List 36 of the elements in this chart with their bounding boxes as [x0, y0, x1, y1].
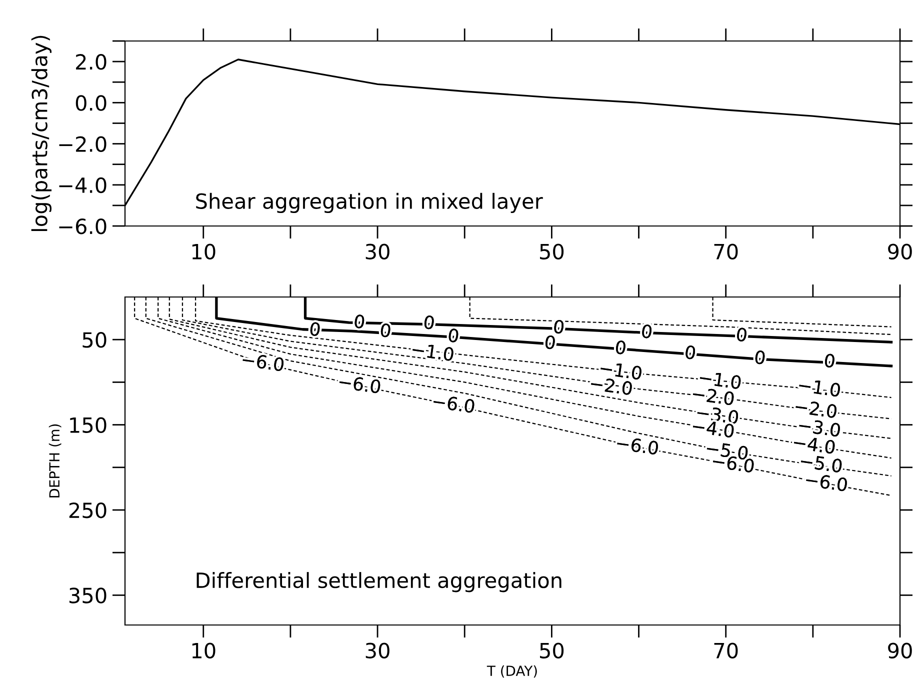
x-tick-label: 70	[714, 642, 738, 658]
annotation: −1.0	[699, 370, 742, 390]
x-tick-label: 90	[888, 642, 912, 658]
y-axis-title: log(parts/cm3/day)	[31, 36, 52, 232]
annotation: −2.0	[794, 399, 838, 418]
y-tick-label: 350	[69, 588, 106, 604]
annotation: −1.0	[600, 360, 642, 380]
y-tick-label: −2.0	[59, 136, 106, 152]
x-tick-label: 30	[366, 244, 390, 260]
annotation: −5.0	[800, 454, 842, 473]
x-tick-label: 10	[192, 642, 216, 658]
y-tick-label: 150	[70, 417, 106, 434]
x-tick-label: 70	[714, 244, 738, 260]
annotation: −3.0	[798, 418, 841, 438]
annotation: −6.0	[616, 436, 659, 456]
annotation: −1.0	[412, 342, 454, 362]
y-tick-label: −4.0	[59, 177, 106, 194]
y-tick-label: −6.0	[59, 218, 106, 234]
y-tick-label: 0.0	[76, 95, 106, 111]
x-axis-title: T (DAY)	[486, 665, 537, 678]
y-tick-label: 50	[82, 332, 106, 348]
y-tick-label: 250	[69, 502, 106, 518]
x-tick-label: 50	[540, 244, 564, 260]
annotation: −6.0	[432, 394, 475, 414]
x-tick-label: 10	[192, 244, 216, 260]
x-tick-label: 30	[366, 642, 390, 658]
annotation: −6.0	[242, 352, 284, 372]
x-tick-label: 50	[540, 642, 564, 658]
x-tick-label: 90	[888, 244, 912, 260]
annotation: −4.0	[794, 437, 836, 454]
annotation: −6.0	[338, 374, 381, 394]
y-axis-title: DEPTH (m)	[48, 424, 62, 498]
y-tick-label: 2.0	[76, 54, 106, 70]
annotation: −1.0	[798, 378, 841, 398]
annotation: Differential settlement aggregation	[196, 572, 562, 592]
annotation: Shear aggregation in mixed layer	[196, 192, 543, 214]
